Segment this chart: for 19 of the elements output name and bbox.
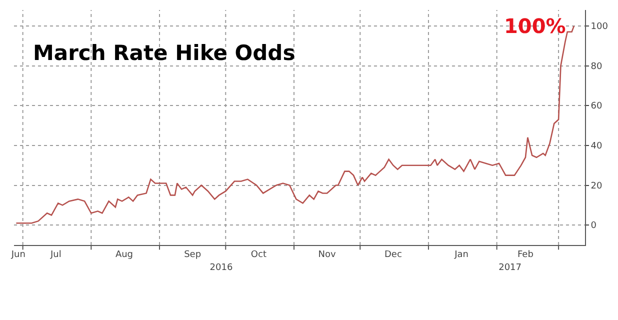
x2-tick-label: 2017 [498,263,522,273]
x-tick-label: Dec [384,250,402,260]
y-tick-label: 60 [590,102,603,112]
x-tick-label: Sep [184,250,202,260]
y-tick-label: 20 [590,181,603,192]
y-tick-label: 40 [590,142,603,152]
x-tick-label: Oct [250,250,267,260]
y-tick-label: 80 [590,62,603,72]
x-tick-label: Feb [518,250,534,260]
x-tick-label: Jun [10,250,26,260]
x-tick-label: Jul [49,250,62,260]
x2-tick-label: 2016 [210,263,233,273]
y-tick-label: 0 [590,221,597,232]
annotation: 100% [504,14,566,38]
x-tick-label: Jan [454,250,468,260]
y-tick-label: 100 [590,22,608,32]
text: March Rate Hike Odds [33,41,296,65]
x-tick-label: Aug [115,250,134,260]
x-tick-label: Nov [318,250,337,260]
